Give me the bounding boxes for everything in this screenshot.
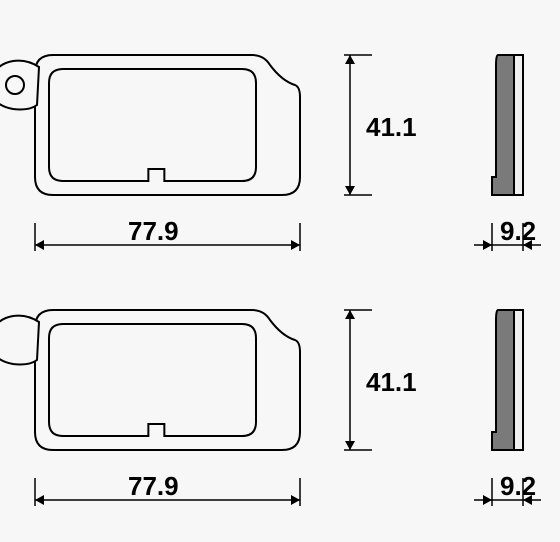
dimension-width: 77.9 — [128, 471, 179, 502]
brake-pad-diagram: 77.9 41.1 9.2 77.9 41.1 9.2 — [0, 0, 560, 542]
dimension-height: 41.1 — [366, 367, 417, 398]
diagram-svg — [0, 0, 560, 542]
dimension-height: 41.1 — [366, 112, 417, 143]
dimension-width: 77.9 — [128, 216, 179, 247]
dimension-thick: 9.2 — [500, 216, 536, 247]
dimension-thick: 9.2 — [500, 471, 536, 502]
